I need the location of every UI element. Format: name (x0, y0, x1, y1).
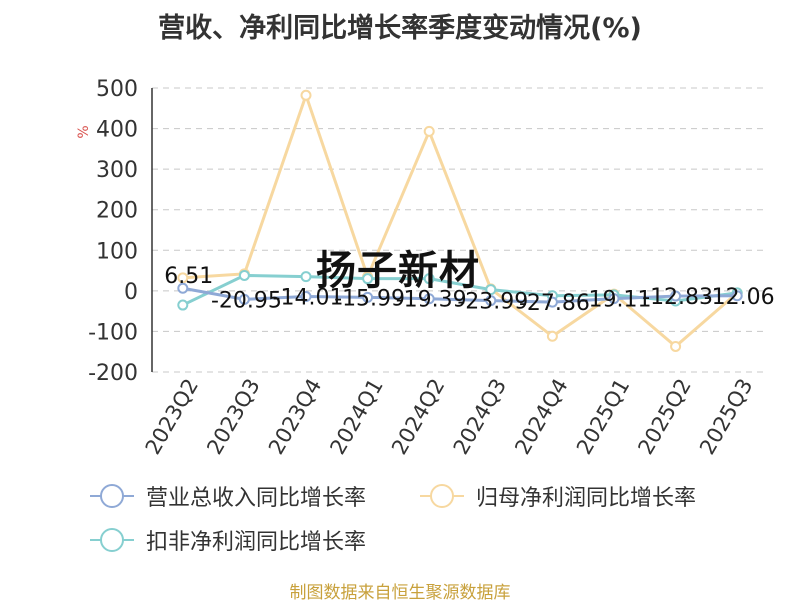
data-point (670, 340, 682, 352)
series-line-revenue (182, 286, 738, 304)
legend-item-net-profit[interactable]: 归母净利润同比增长率 (420, 480, 696, 512)
data-point (423, 273, 435, 285)
legend-item-revenue[interactable]: 营业总收入同比增长率 (90, 480, 366, 512)
data-point (546, 330, 558, 342)
x-tick-label: 2023Q3 (202, 375, 264, 459)
data-label: 6.51 (164, 264, 213, 289)
x-tick-label: 2024Q4 (510, 375, 572, 459)
data-label: -19.11 (581, 288, 652, 313)
data-point (485, 295, 497, 307)
y-tick-label: 300 (96, 158, 138, 183)
legend-dot (100, 528, 124, 552)
y-tick-label: 0 (124, 280, 138, 305)
legend-item-deducted-profit[interactable]: 扣非净利润同比增长率 (90, 524, 366, 556)
series-line-net-profit (182, 90, 739, 349)
legend-swatch-net-profit (420, 484, 464, 508)
data-label: -14.01 (273, 286, 344, 311)
data-label: -23.99 (457, 290, 528, 315)
data-label: -15.99 (334, 286, 405, 311)
y-tick-label: 200 (96, 199, 138, 224)
y-tick-label: 100 (96, 239, 138, 264)
data-point (362, 273, 374, 285)
data-point (670, 290, 682, 302)
data-point (362, 291, 374, 303)
data-label: -12.06 (704, 285, 775, 310)
y-axis-label: % (76, 125, 92, 138)
data-point (238, 293, 250, 305)
y-tick-label: -200 (88, 361, 138, 386)
y-tick-label: 400 (96, 118, 138, 143)
x-tick-label: 2025Q1 (572, 375, 634, 459)
data-point (731, 290, 743, 302)
x-tick-label: 2025Q2 (633, 375, 695, 459)
x-tick-label: 2024Q1 (325, 375, 387, 459)
data-label: -19.39 (396, 288, 467, 313)
data-label: -27.86 (519, 291, 590, 316)
legend-dot (100, 484, 124, 508)
legend-label-net-profit: 归母净利润同比增长率 (476, 486, 697, 511)
data-label: -20.95 (211, 288, 282, 313)
x-tick-label: 2023Q2 (141, 375, 203, 459)
data-label: -12.83 (642, 285, 713, 310)
legend-swatch-revenue (90, 484, 134, 508)
data-point (177, 282, 189, 294)
y-tick-label: -100 (88, 320, 138, 345)
legend-label-deducted-profit: 扣非净利润同比增长率 (146, 530, 367, 555)
data-point (608, 293, 620, 305)
chart-title: 营收、净利同比增长率季度变动情况(%) (158, 13, 642, 44)
data-point (485, 284, 497, 296)
data-point (546, 296, 558, 308)
x-tick-label: 2024Q2 (387, 375, 449, 459)
data-point (423, 125, 435, 137)
watermark-text: 扬子新材 (316, 248, 480, 294)
legend-dot (430, 484, 454, 508)
data-point (300, 271, 312, 283)
y-tick-label: 500 (96, 77, 138, 102)
data-point (177, 299, 189, 311)
data-point (423, 293, 435, 305)
legend-label-revenue: 营业总收入同比增长率 (146, 486, 367, 511)
data-point (238, 269, 250, 281)
legend-swatch-deducted-profit (90, 528, 134, 552)
data-point (177, 272, 189, 284)
data-point (300, 89, 312, 101)
x-tick-label: 2023Q4 (264, 375, 326, 459)
x-tick-label: 2025Q3 (695, 375, 757, 459)
source-note: 制图数据来自恒生聚源数据库 (289, 583, 511, 603)
x-tick-label: 2024Q3 (449, 375, 511, 459)
data-point (300, 291, 312, 303)
